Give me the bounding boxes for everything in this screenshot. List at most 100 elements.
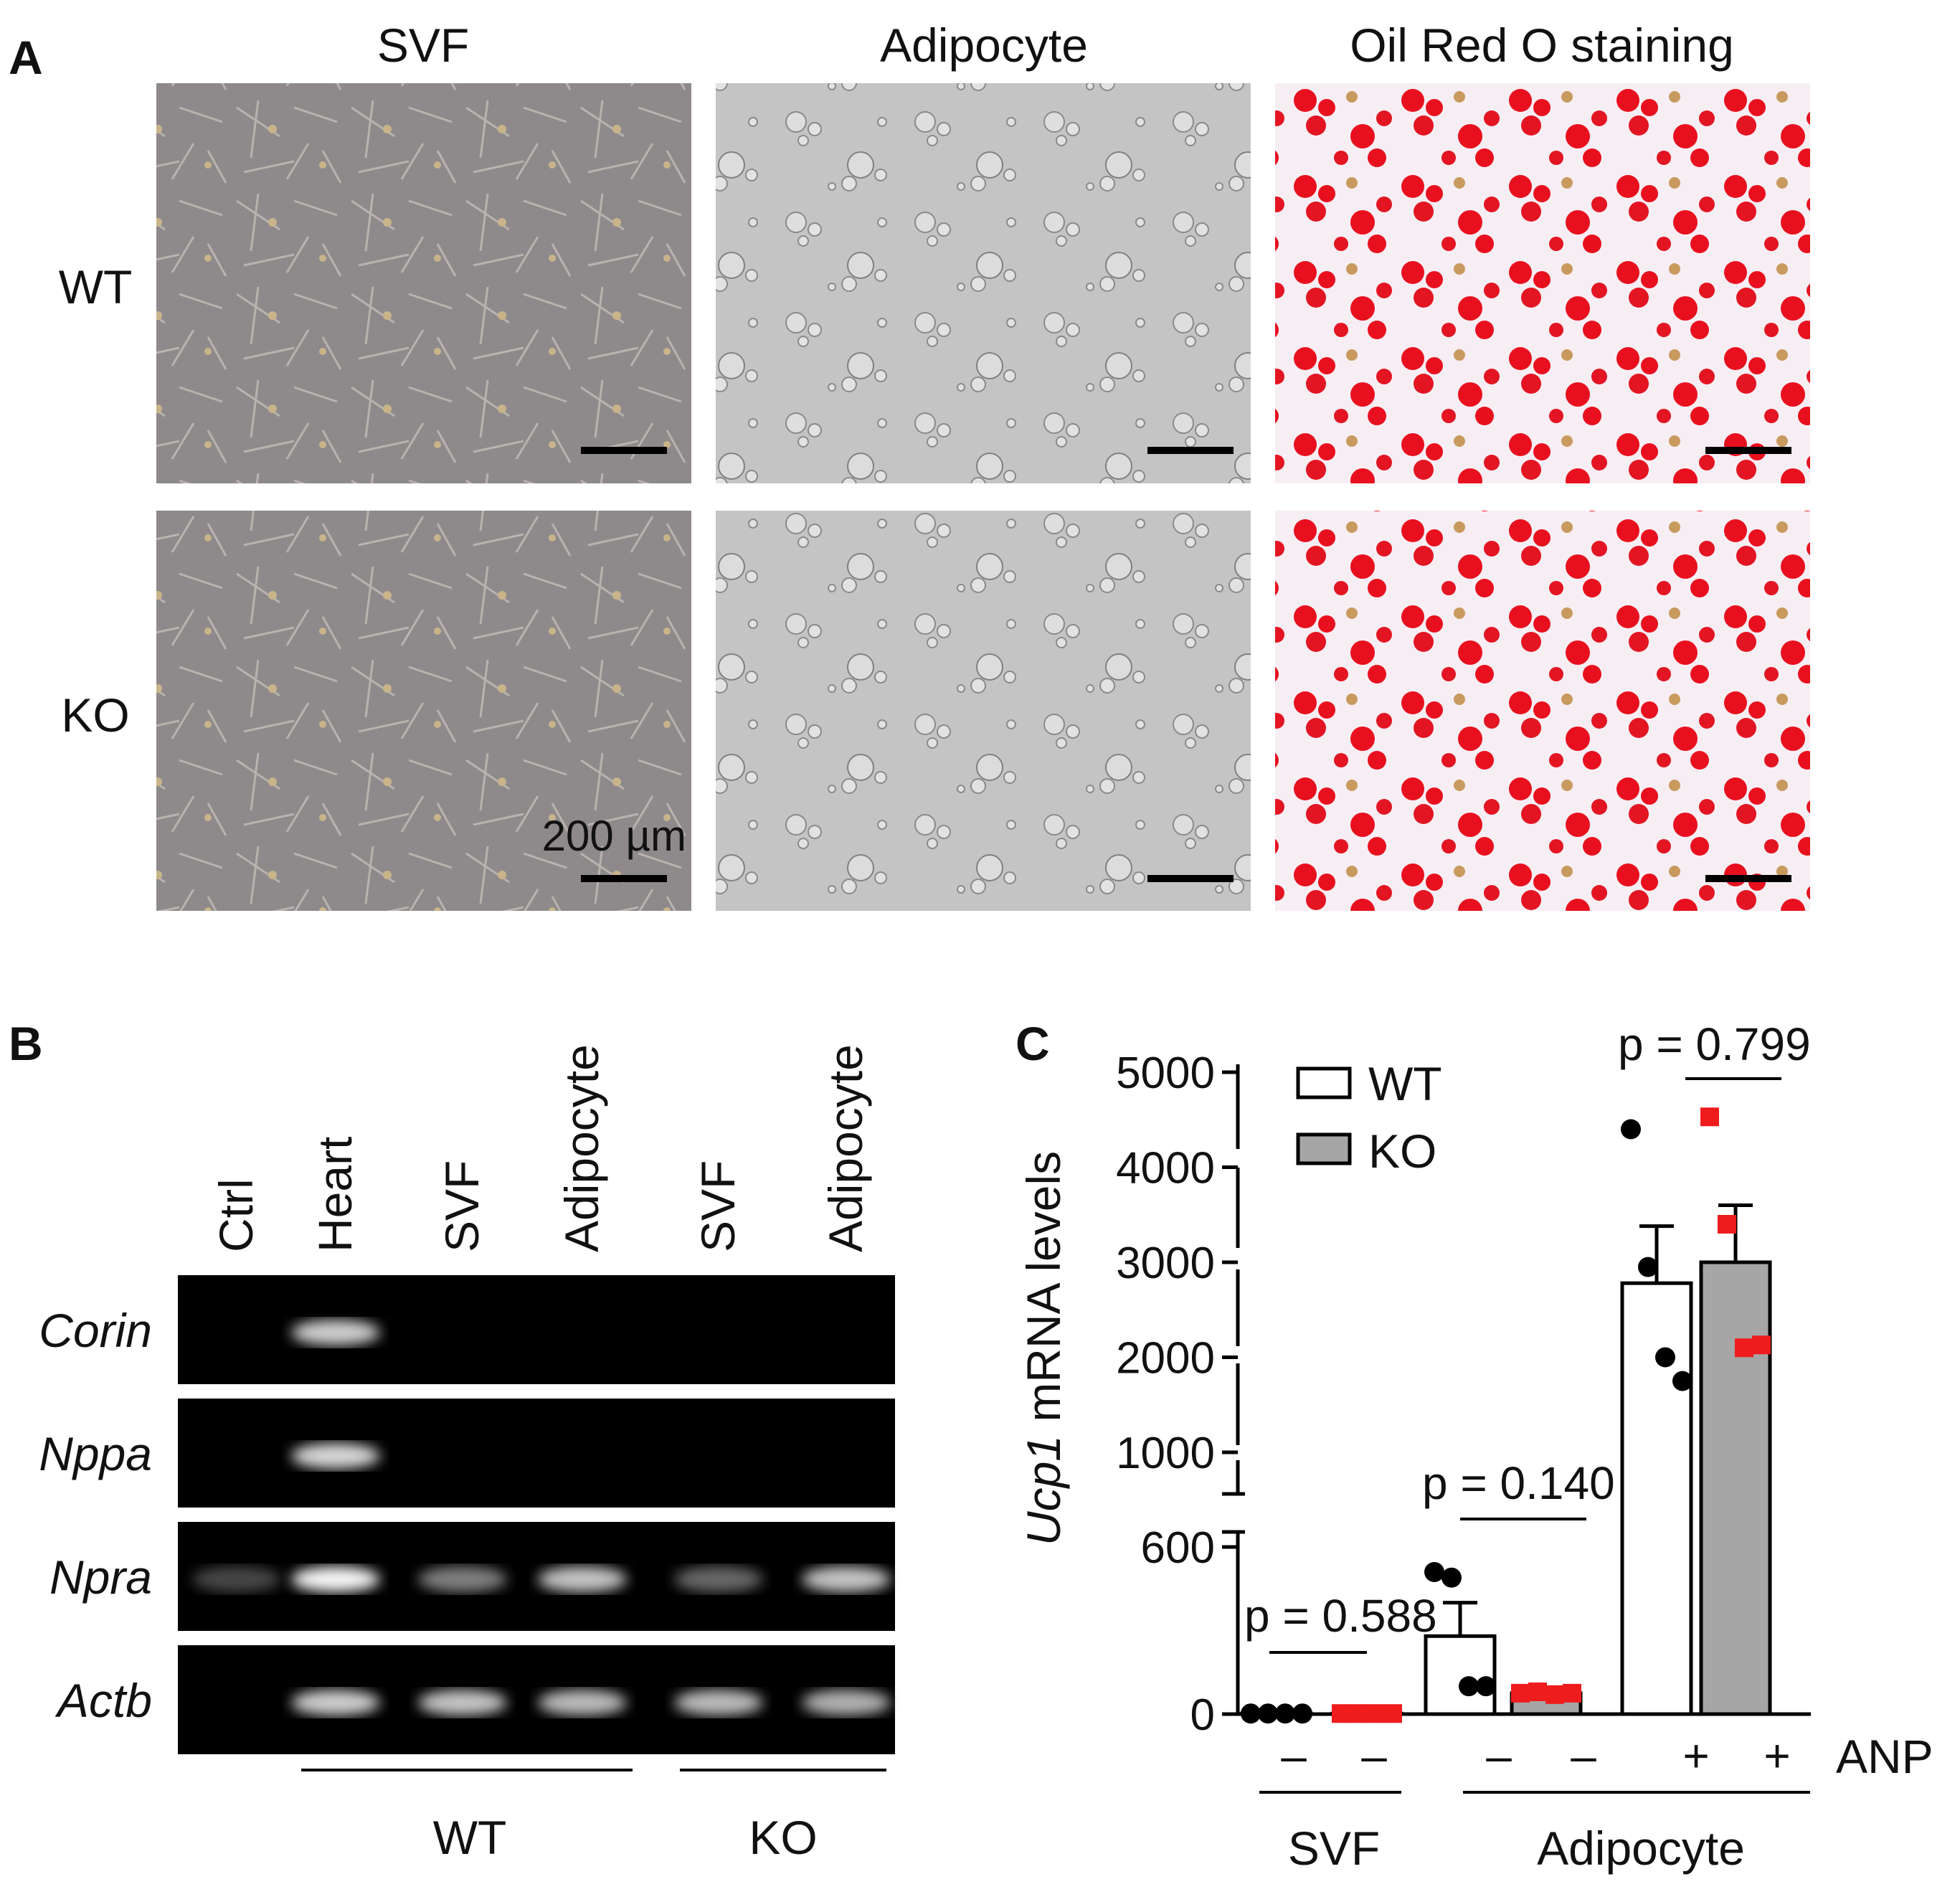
anp-label: ANP	[1836, 1730, 1933, 1783]
lane-label: Heart	[308, 1137, 361, 1252]
scale-bar	[581, 447, 667, 454]
micrograph-wt-oil-red-o	[1275, 83, 1810, 483]
gene-label-actb: Actb	[55, 1674, 152, 1727]
gel-band	[192, 1566, 281, 1592]
column-title-adipocyte: Adipocyte	[880, 19, 1088, 72]
y-tick-label: 4000	[1116, 1144, 1215, 1193]
data-point	[1511, 1683, 1530, 1703]
anp-sign: –	[1486, 1730, 1512, 1782]
scale-bar-label: 200 µm	[542, 812, 686, 860]
lane-label: Adipocyte	[555, 1044, 608, 1252]
data-point	[1441, 1567, 1462, 1588]
data-point	[1332, 1704, 1350, 1723]
data-point	[1563, 1683, 1581, 1703]
data-point	[1424, 1561, 1444, 1582]
micrograph-wt-svf	[156, 83, 691, 483]
data-point	[1621, 1119, 1641, 1140]
data-point	[1638, 1257, 1658, 1277]
gel-band	[802, 1690, 891, 1716]
micrograph-ko-svf	[156, 511, 691, 911]
data-point	[1383, 1704, 1402, 1723]
scale-bar	[1705, 447, 1791, 454]
legend-swatch-wt	[1296, 1066, 1352, 1099]
data-point	[1459, 1676, 1479, 1697]
scale-bar	[1147, 875, 1234, 882]
gel-band	[291, 1320, 380, 1345]
y-tick-label: 0	[1190, 1690, 1215, 1740]
p-value-adipocyte-anp: p = 0.799	[1618, 1018, 1811, 1070]
data-point	[1476, 1676, 1496, 1697]
data-point	[1735, 1338, 1753, 1358]
gel-band	[674, 1566, 763, 1592]
lane-label: SVF	[435, 1160, 488, 1252]
lane-label: Adipocyte	[819, 1044, 872, 1252]
gel-strip-actb	[178, 1645, 895, 1754]
gene-label-npra: Npra	[49, 1551, 152, 1604]
gel-band	[418, 1566, 507, 1592]
gel-band	[538, 1566, 627, 1592]
micrograph-wt-adipocyte	[716, 83, 1251, 483]
bar	[1699, 1260, 1772, 1716]
y-axis-label: Ucp1 mRNA levels	[1017, 1151, 1070, 1546]
y-axis-label-rest: mRNA levels	[1017, 1151, 1070, 1435]
anp-sign: +	[1682, 1730, 1709, 1782]
data-point	[1349, 1704, 1368, 1723]
gel-strip-nppa	[178, 1399, 895, 1508]
gel-band	[674, 1690, 763, 1716]
gene-label-nppa: Nppa	[39, 1427, 152, 1480]
lane-label: SVF	[691, 1160, 744, 1252]
data-point	[1366, 1704, 1385, 1723]
legend: WT KO	[1296, 1057, 1442, 1178]
scale-bar	[1147, 447, 1234, 454]
data-point	[1700, 1107, 1719, 1127]
gel-band	[291, 1443, 380, 1469]
y-axis-label-gene: Ucp1	[1017, 1435, 1070, 1546]
y-tick-label: 3000	[1116, 1239, 1215, 1288]
legend-label-wt: WT	[1368, 1057, 1442, 1110]
data-point	[1258, 1703, 1278, 1724]
gene-label-corin: Corin	[39, 1304, 152, 1357]
data-point	[1528, 1682, 1547, 1701]
gel-band	[291, 1566, 380, 1592]
p-value-brackets	[1269, 1077, 1781, 1654]
column-title-oil-red-o: Oil Red O staining	[1350, 19, 1734, 72]
lane-label: Ctrl	[209, 1178, 262, 1252]
legend-label-ko: KO	[1368, 1125, 1436, 1178]
data-point	[1752, 1335, 1771, 1355]
micrograph-ko-adipocyte	[716, 511, 1251, 911]
gel-band	[538, 1690, 627, 1716]
group-label-wt: WT	[433, 1811, 507, 1864]
row-label-wt: WT	[59, 260, 133, 313]
gel-band	[418, 1690, 507, 1716]
data-point	[1292, 1703, 1312, 1724]
panel-b-label: B	[9, 1017, 43, 1070]
y-tick-label: 5000	[1116, 1049, 1215, 1098]
group-label-ko: KO	[749, 1811, 817, 1864]
anp-sign: +	[1763, 1730, 1790, 1782]
micrograph-ko-oil-red-o	[1275, 511, 1810, 911]
gel-band	[802, 1566, 891, 1592]
p-value-svf: p = 0.588	[1244, 1590, 1437, 1642]
bar	[1620, 1281, 1693, 1716]
gel-strip-npra	[178, 1522, 895, 1631]
data-point	[1718, 1215, 1736, 1234]
panel-c-label: C	[1015, 1017, 1050, 1070]
gel-strip-corin	[178, 1275, 895, 1384]
y-tick-label: 2000	[1116, 1334, 1215, 1383]
anp-sign: –	[1361, 1730, 1387, 1782]
data-point	[1545, 1685, 1564, 1704]
legend-swatch-ko	[1296, 1132, 1352, 1165]
scale-bar	[581, 875, 667, 882]
row-label-ko: KO	[61, 689, 129, 742]
group-label-adipocyte: Adipocyte	[1537, 1822, 1745, 1875]
scale-bar	[1705, 875, 1791, 882]
p-value-adipocyte: p = 0.140	[1422, 1457, 1615, 1509]
group-label-svf: SVF	[1288, 1822, 1380, 1875]
data-point	[1275, 1703, 1295, 1724]
anp-sign: –	[1571, 1730, 1596, 1782]
bar	[1424, 1634, 1497, 1716]
y-tick-label: 600	[1141, 1523, 1215, 1573]
data-point	[1672, 1371, 1692, 1391]
